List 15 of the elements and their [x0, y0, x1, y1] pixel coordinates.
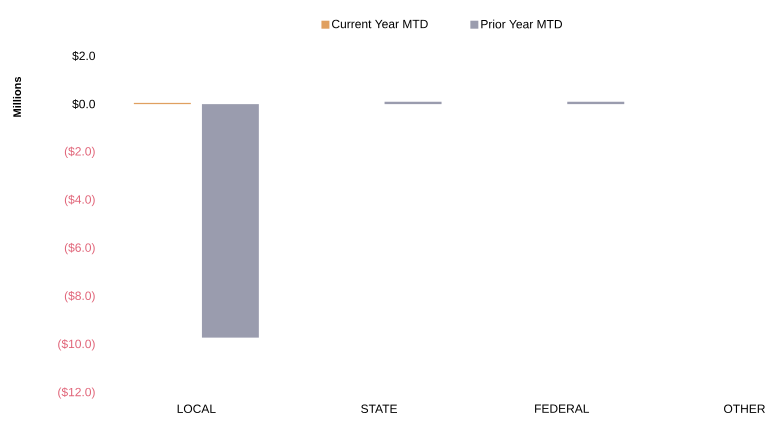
- legend-label: Prior Year MTD: [481, 20, 562, 28]
- x-tick-label: OTHER: [724, 404, 765, 414]
- y-tick-label: ($12.0): [58, 387, 95, 399]
- y-tick-label: ($6.0): [64, 242, 95, 254]
- x-tick-label: FEDERAL: [535, 404, 590, 413]
- y-tick-label: ($2.0): [64, 146, 95, 158]
- y-tick-label: ($4.0): [64, 194, 95, 206]
- y-tick-label: ($10.0): [58, 339, 95, 351]
- y-tick-label: ($8.0): [64, 291, 95, 302]
- legend-label: Current Year MTD: [332, 20, 428, 28]
- x-tick-label: STATE: [361, 404, 397, 414]
- y-tick-label: $0.0: [72, 99, 96, 109]
- y-tick-label: $2.0: [72, 51, 96, 61]
- y-axis-title: Millions: [12, 76, 22, 117]
- x-tick-label: LOCAL: [178, 404, 216, 414]
